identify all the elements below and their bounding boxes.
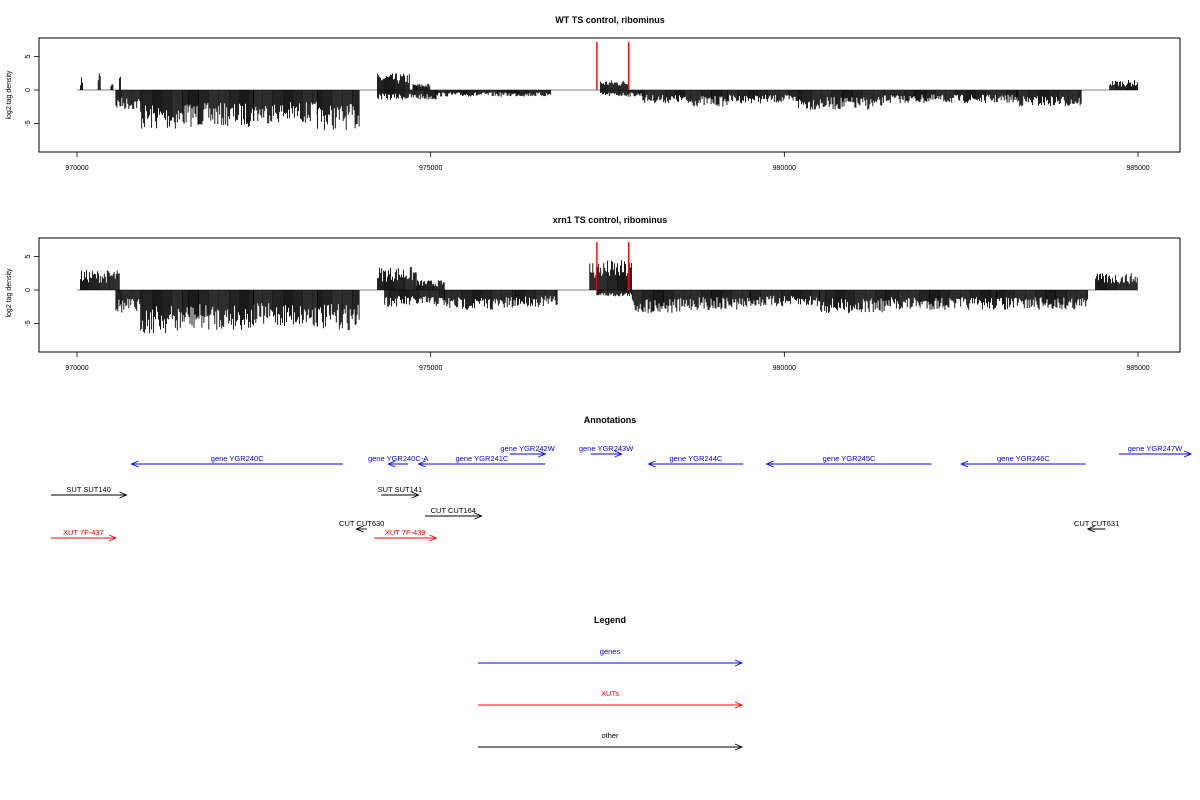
- y-tick-label: 5: [25, 54, 32, 58]
- annotation-feature: XUT 7F-437: [50, 528, 118, 542]
- annotation-feature: gene YGR245C: [765, 454, 932, 468]
- annotation-features: gene YGR240C gene YGR240C-A gene YGR241Cge…: [50, 444, 1193, 542]
- arrow-head: [130, 460, 139, 468]
- legend-items: genes XUTs other: [478, 647, 744, 751]
- annotation-label: XUT 7F-437: [63, 528, 104, 537]
- arrow-head: [1183, 450, 1193, 458]
- annotation-feature: gene YGR247W: [1118, 444, 1193, 458]
- annotation-label: gene YGR242W: [500, 444, 555, 453]
- annotation-label: gene YGR243W: [579, 444, 634, 453]
- annotation-label: gene YGR245C: [823, 454, 876, 463]
- x-tick-label: 985000: [1126, 165, 1149, 172]
- x-tick-label: 975000: [419, 365, 442, 372]
- x-tick-label: 985000: [1126, 365, 1149, 372]
- arrow-head: [647, 460, 656, 468]
- annotation-label: gene YGR240C: [211, 454, 264, 463]
- arrow-head: [1086, 525, 1095, 533]
- y-tick-label: -5: [25, 120, 32, 126]
- annotation-feature: gene YGR242W: [500, 444, 556, 458]
- annotation-label: XUT 7F-439: [385, 528, 426, 537]
- arrow-head: [734, 743, 744, 751]
- annotation-feature: CUT CUT630: [339, 519, 384, 533]
- xrn1-coverage-bars: [77, 242, 1138, 334]
- y-tick-label: 0: [25, 88, 32, 92]
- annotation-track: Annotations gene YGR240C gene YGR240C-A ge…: [50, 415, 1193, 542]
- arrow-head: [108, 534, 118, 542]
- annotation-label: gene YGR247W: [1128, 444, 1183, 453]
- annotation-feature: XUT 7F-439: [374, 528, 438, 542]
- x-tick-label: 980000: [773, 365, 796, 372]
- legend: Legend genes XUTs other: [478, 615, 744, 751]
- arrow-head: [411, 491, 420, 499]
- x-tick-label: 975000: [419, 165, 442, 172]
- xrn1-coverage-panel: xrn1 TS control, ribominus log2 tag dens…: [6, 215, 1181, 372]
- annotation-label: SUT SUT140: [66, 485, 110, 494]
- y-tick-label: 0: [25, 288, 32, 292]
- arrow-head: [734, 659, 744, 667]
- xrn1-axes: 970000 975000 980000 985000 -5 0 5: [25, 254, 1150, 372]
- xrn1-panel-title: xrn1 TS control, ribominus: [553, 215, 668, 225]
- annotation-feature: gene YGR240C: [130, 454, 343, 468]
- annotation-label: gene YGR241C: [456, 454, 509, 463]
- arrow-head: [417, 460, 426, 468]
- legend-title: Legend: [594, 615, 626, 625]
- arrow-head: [119, 491, 128, 499]
- y-tick-label: -5: [25, 320, 32, 326]
- annotation-feature: gene YGR241C: [417, 454, 546, 468]
- annotation-label: CUT CUT631: [1074, 519, 1119, 528]
- annotation-feature: SUT SUT140: [50, 485, 128, 499]
- arrow-head: [538, 450, 547, 458]
- legend-label: other: [601, 731, 619, 740]
- arrow-head: [734, 701, 744, 709]
- wt-coverage-bars: [77, 42, 1138, 130]
- annotation-label: gene YGR246C: [997, 454, 1050, 463]
- y-tick-label: 5: [25, 254, 32, 258]
- wt-plot-frame: [38, 37, 1181, 153]
- x-tick-label: 970000: [65, 365, 88, 372]
- arrow-head: [429, 534, 438, 542]
- annotation-feature: gene YGR243W: [579, 444, 634, 458]
- annotation-label: SUT SUT141: [378, 485, 422, 494]
- legend-label: XUTs: [601, 689, 619, 698]
- arrow-head: [474, 512, 483, 520]
- arrow-head: [765, 460, 774, 468]
- wt-axes: 970000 975000 980000 985000 -5 0 5: [25, 54, 1150, 172]
- legend-label: genes: [600, 647, 621, 656]
- annotation-feature: SUT SUT141: [378, 485, 422, 499]
- annotations-title: Annotations: [584, 415, 637, 425]
- wt-y-axis-label: log2 tag density: [6, 70, 13, 120]
- xrn1-plot-frame: [38, 237, 1181, 353]
- arrow-head: [355, 525, 364, 533]
- legend-item-xuts: XUTs: [478, 689, 744, 709]
- arrow-head: [614, 450, 623, 458]
- wt-coverage-panel: WT TS control, ribominus log2 tag densit…: [6, 15, 1181, 172]
- annotation-label: gene YGR244C: [670, 454, 723, 463]
- annotation-feature: gene YGR246C: [960, 454, 1086, 468]
- arrow-head: [960, 460, 969, 468]
- annotation-label: gene YGR240C-A: [368, 454, 428, 463]
- annotation-label: CUT CUT630: [339, 519, 384, 528]
- annotation-feature: CUT CUT164: [425, 506, 483, 520]
- legend-item-genes: genes: [478, 647, 744, 667]
- annotation-feature: gene YGR244C: [647, 454, 744, 468]
- annotation-feature: CUT CUT631: [1074, 519, 1119, 533]
- arrow-head: [387, 460, 396, 468]
- legend-item-other: other: [478, 731, 744, 751]
- x-tick-label: 970000: [65, 165, 88, 172]
- annotation-feature: gene YGR240C-A: [368, 454, 428, 468]
- x-tick-label: 980000: [773, 165, 796, 172]
- wt-panel-title: WT TS control, ribominus: [555, 15, 665, 25]
- annotation-label: CUT CUT164: [431, 506, 476, 515]
- xrn1-y-axis-label: log2 tag density: [6, 268, 13, 318]
